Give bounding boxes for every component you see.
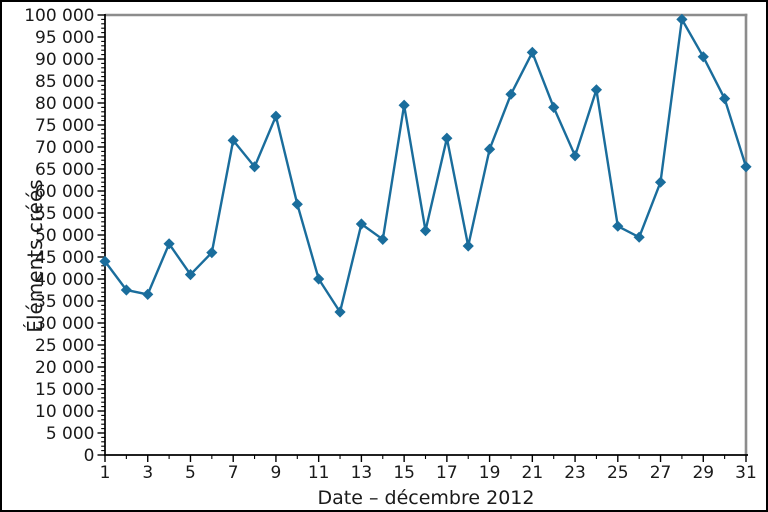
y-tick-label: 50 000 [35,226,94,246]
y-tick-label: 30 000 [35,314,94,334]
y-tick-label: 10 000 [35,402,94,422]
y-tick-label: 60 000 [35,182,94,202]
y-axis-title: Éléments créés [23,179,47,332]
data-point-day-24 [590,84,603,96]
y-tick-label: 40 000 [35,270,94,290]
x-tick-label: 15 [393,463,415,483]
data-point-day-20 [505,88,517,100]
y-tick-label: 45 000 [35,248,94,268]
data-point-day-11 [313,273,325,285]
data-point-day-21 [526,46,538,58]
axis-ticks [97,14,747,462]
x-tick-label: 7 [228,463,239,483]
data-point-day-16 [419,225,432,237]
data-point-day-28 [676,13,688,25]
x-tick-label: 17 [436,463,458,483]
data-point-day-7 [227,134,239,146]
y-tick-label: 70 000 [35,138,94,158]
x-tick-label: 21 [522,463,544,483]
data-point-day-26 [633,231,645,243]
y-tick-label: 80 000 [35,94,94,114]
data-point-day-14 [377,233,389,245]
y-tick-label: 35 000 [35,292,94,312]
data-point-day-12 [334,306,346,318]
x-tick-label: 13 [351,463,373,483]
data-point-day-30 [719,93,731,105]
y-tick-label: 5 000 [46,424,95,444]
x-tick-label: 5 [185,463,196,483]
y-tick-label: 90 000 [35,50,94,70]
y-tick-label: 55 000 [35,204,94,224]
data-point-day-19 [484,143,496,155]
y-tick-label: 20 000 [35,358,94,378]
data-point-day-1 [99,255,111,267]
data-point-day-4 [163,238,175,250]
y-tick-label: 85 000 [35,72,94,92]
data-point-day-13 [355,218,367,230]
x-tick-label: 25 [607,463,629,483]
data-point-day-29 [697,51,709,63]
data-point-day-10 [291,198,303,210]
x-tick-label: 27 [650,463,672,483]
data-point-day-9 [270,110,282,122]
data-point-day-22 [548,101,560,113]
data-series [99,13,752,318]
x-tick-label: 11 [308,463,330,483]
data-point-day-18 [462,240,474,252]
y-tick-label: 95 000 [35,28,94,48]
data-point-day-31 [740,161,752,173]
x-axis-title: Date – décembre 2012 [318,487,535,509]
x-tick-label: 9 [271,463,282,483]
x-tick-label: 1 [100,463,111,483]
y-tick-label: 0 [84,446,95,466]
data-point-day-25 [612,220,624,232]
x-tick-label: 23 [564,463,586,483]
x-tick-label: 19 [479,463,501,483]
data-point-day-23 [569,150,581,162]
x-tick-label: 3 [142,463,153,483]
data-point-day-2 [120,284,132,296]
data-line [103,18,748,314]
y-tick-label: 25 000 [35,336,94,356]
y-tick-label: 100 000 [24,6,94,26]
y-tick-label: 75 000 [35,116,94,136]
data-point-day-15 [398,99,410,111]
y-tick-label: 65 000 [35,160,94,180]
y-tick-label: 15 000 [35,380,94,400]
data-point-day-27 [654,176,667,188]
data-point-day-5 [184,269,197,281]
data-point-day-3 [142,288,154,300]
data-point-day-17 [441,132,453,144]
x-tick-label: 31 [735,463,757,483]
x-tick-label: 29 [692,463,714,483]
data-point-day-6 [206,247,218,259]
